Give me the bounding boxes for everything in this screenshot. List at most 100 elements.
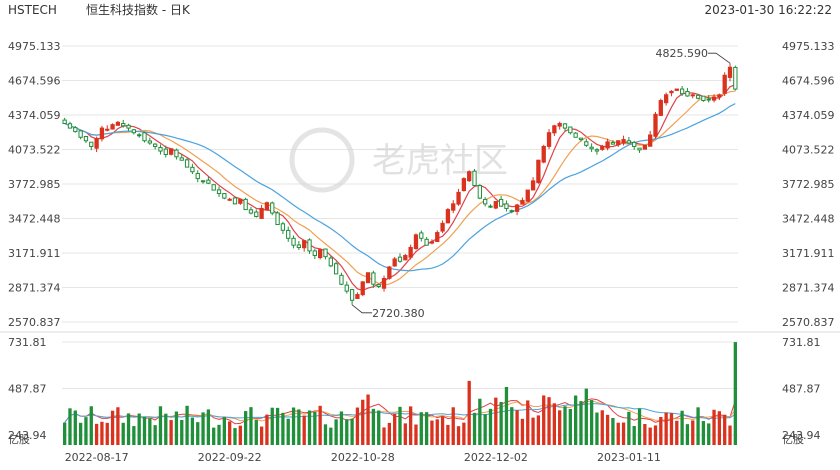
candle	[690, 93, 695, 99]
date-label: 2023-01-11	[597, 451, 661, 464]
candle-body	[200, 180, 206, 183]
low-leader-line	[351, 304, 373, 314]
volume-bar	[717, 411, 722, 445]
volume-bar	[259, 426, 264, 445]
candle	[121, 120, 126, 128]
candle-body	[333, 263, 339, 275]
candle	[115, 120, 121, 126]
volume-bar	[105, 422, 109, 445]
candle	[328, 255, 333, 268]
candle-body	[275, 212, 280, 226]
candle-body	[536, 159, 541, 184]
candle-body	[626, 140, 632, 144]
candle-body	[424, 238, 429, 246]
candle-body	[94, 137, 99, 149]
volume-bar	[568, 408, 572, 445]
candle	[419, 230, 424, 242]
candle-body	[445, 209, 451, 224]
price-tick-label: 4674.596	[782, 75, 835, 88]
volume-bar	[73, 410, 77, 445]
candle-body	[483, 198, 488, 205]
price-tick-label: 3772.985	[782, 178, 835, 191]
volume-bar	[526, 400, 530, 445]
candle	[472, 169, 477, 186]
volume-bar	[701, 421, 706, 445]
volume-bar	[542, 395, 546, 445]
volume-bar	[68, 408, 72, 445]
candle	[477, 184, 482, 200]
candle-body	[706, 98, 711, 101]
volume-bar	[137, 413, 141, 445]
candle-body	[392, 258, 397, 267]
volume-bar	[467, 380, 471, 445]
high-label: 4825.590	[656, 47, 709, 60]
candle-body	[371, 272, 376, 285]
candle	[318, 248, 323, 260]
candle	[137, 133, 142, 138]
candle-body	[658, 100, 663, 116]
volume-bar	[291, 407, 296, 445]
candle-body	[562, 123, 568, 129]
candle-body	[121, 123, 126, 127]
candle	[270, 201, 275, 216]
candle-body	[653, 113, 658, 137]
date-label: 2022-12-02	[464, 451, 528, 464]
price-tick-label: 4374.059	[782, 109, 835, 122]
candle-body	[110, 124, 115, 130]
candle-body	[568, 126, 573, 134]
candle-body	[195, 172, 200, 180]
candle-body	[67, 123, 73, 129]
volume-bar	[63, 422, 67, 445]
candle	[211, 184, 216, 191]
low-label: 2720.380	[372, 307, 425, 320]
candle-body	[232, 197, 238, 205]
candle	[264, 201, 270, 211]
candle-body	[461, 178, 467, 192]
candle-body	[578, 137, 584, 141]
candle-body	[387, 266, 392, 279]
candle-body	[152, 143, 158, 147]
volume-bar	[334, 419, 338, 445]
candle	[493, 201, 498, 210]
volume-bar	[142, 416, 147, 445]
candle	[365, 272, 371, 284]
candle-body	[163, 148, 168, 155]
candle-body	[679, 88, 685, 95]
candle	[546, 129, 552, 150]
watermark-logo-icon	[289, 127, 355, 193]
candle	[413, 233, 419, 250]
candle	[637, 147, 642, 153]
volume-bar	[345, 419, 349, 445]
volume-bar	[201, 412, 205, 445]
candle	[232, 197, 238, 205]
volume-bar	[462, 422, 466, 445]
volume-tick-label: 487.87	[782, 383, 821, 396]
volume-bar	[653, 425, 658, 445]
price-tick-label: 4374.059	[8, 109, 61, 122]
candle-body	[254, 211, 259, 217]
candlestick-series	[62, 63, 738, 305]
volume-bar	[206, 409, 211, 445]
volume-unit-left: 亿股	[8, 433, 30, 446]
candle	[663, 92, 669, 106]
candle-body	[717, 94, 722, 98]
candle	[616, 140, 621, 147]
volume-bar	[126, 413, 131, 445]
volume-bar	[478, 398, 482, 445]
volume-bar	[158, 406, 163, 445]
candle	[435, 230, 440, 242]
candle	[94, 136, 99, 153]
candle	[557, 121, 562, 130]
volume-bar	[132, 426, 136, 445]
candle	[333, 261, 339, 275]
candle	[152, 143, 158, 150]
candle	[89, 141, 94, 151]
price-tick-label: 4975.133	[782, 40, 835, 53]
volume-bar	[728, 425, 732, 445]
volume-bar	[212, 427, 216, 445]
candle-body	[663, 94, 669, 104]
volume-bar	[589, 400, 594, 445]
candle	[461, 177, 467, 192]
volume-bar	[621, 422, 626, 445]
volume-tick-label: 243.94	[8, 429, 47, 442]
